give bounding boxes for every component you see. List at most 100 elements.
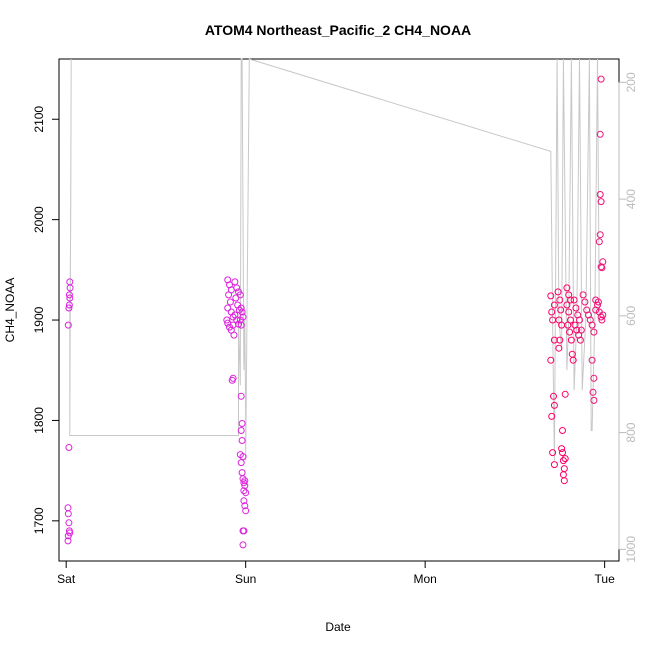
data-point — [550, 401, 558, 409]
x-tick-label: Sat — [57, 572, 76, 586]
data-point — [66, 294, 74, 302]
data-points — [64, 75, 607, 549]
y-tick-label: 1700 — [32, 507, 46, 534]
data-point — [559, 457, 567, 465]
data-point — [226, 298, 234, 306]
data-point — [559, 449, 566, 457]
data-point — [230, 331, 238, 339]
data-point — [237, 427, 245, 434]
data-point — [588, 356, 596, 364]
data-point — [564, 321, 572, 329]
x-tick-label: Tue — [595, 572, 616, 586]
data-point — [547, 356, 555, 364]
data-point — [66, 529, 74, 537]
y2-axis: 200 400 600 800 1000 — [618, 72, 638, 563]
data-point — [65, 301, 73, 309]
x-tick-label: Sun — [235, 572, 256, 586]
data-point — [577, 326, 585, 334]
data-point — [597, 75, 605, 83]
data-point — [597, 263, 605, 271]
data-point — [568, 350, 576, 358]
y2-tick-label: 1000 — [624, 536, 638, 563]
data-point — [241, 477, 249, 485]
data-point — [241, 482, 249, 490]
y-axis-label: CH4_NOAA — [3, 278, 17, 343]
y-tick-label: 2000 — [32, 206, 46, 233]
y2-tick-label: 600 — [624, 306, 638, 326]
data-point — [560, 477, 568, 485]
data-point — [581, 298, 589, 306]
data-point — [240, 497, 248, 505]
data-point — [236, 316, 244, 324]
data-point — [238, 420, 246, 427]
data-point — [599, 311, 607, 319]
data-point — [565, 308, 573, 316]
data-point — [555, 344, 563, 352]
data-point — [598, 316, 606, 324]
data-point — [64, 510, 72, 518]
data-point — [229, 374, 237, 382]
data-point — [64, 537, 72, 545]
data-point — [590, 374, 598, 382]
data-point — [596, 130, 604, 138]
data-point — [65, 304, 73, 312]
data-point — [236, 291, 244, 299]
data-point — [239, 475, 247, 483]
data-point — [572, 304, 580, 312]
data-point — [566, 328, 574, 336]
data-point — [561, 390, 569, 398]
data-point — [569, 356, 577, 364]
data-point — [65, 519, 73, 527]
data-point — [225, 291, 233, 299]
data-point — [550, 392, 557, 400]
data-point — [237, 304, 245, 312]
y-tick-label: 1800 — [32, 407, 46, 434]
data-point — [559, 471, 567, 479]
data-point — [598, 264, 606, 272]
data-point — [595, 238, 603, 246]
data-point — [560, 465, 568, 473]
data-point — [223, 316, 231, 324]
data-point — [596, 231, 604, 239]
connecting-line — [69, 58, 600, 461]
data-point — [579, 291, 587, 299]
data-point — [563, 284, 571, 292]
plot-frame — [58, 58, 620, 562]
data-point — [238, 308, 246, 316]
data-point — [558, 445, 566, 453]
data-point — [550, 461, 558, 469]
data-point — [548, 412, 556, 420]
data-point — [64, 504, 72, 512]
y2-tick-label: 200 — [624, 72, 638, 92]
data-point — [576, 336, 584, 344]
data-point — [238, 469, 246, 477]
data-point — [550, 336, 558, 344]
x-axis: Sat Sun Mon Tue — [57, 560, 616, 586]
data-point — [237, 459, 245, 467]
data-point — [231, 278, 239, 286]
data-point — [590, 396, 598, 404]
data-point — [238, 437, 246, 444]
data-point — [66, 284, 74, 292]
y2-tick-label: 800 — [624, 422, 638, 442]
y-axis: 1700 1800 1900 2000 2100 — [32, 106, 60, 534]
line-path — [69, 58, 600, 461]
data-point — [596, 191, 604, 198]
data-point — [588, 321, 596, 329]
data-point — [570, 296, 578, 304]
x-axis-label: Date — [325, 620, 351, 634]
data-point — [233, 316, 241, 324]
data-point — [240, 487, 248, 495]
data-point — [548, 308, 556, 316]
y2-tick-label: 400 — [624, 189, 638, 209]
y-tick-label: 2100 — [32, 106, 46, 133]
data-point — [242, 507, 250, 515]
data-point — [556, 296, 564, 304]
data-point — [65, 444, 73, 451]
data-point — [233, 284, 241, 292]
data-point — [576, 316, 583, 324]
data-point — [590, 328, 598, 336]
data-point — [554, 288, 562, 296]
data-point — [239, 541, 247, 549]
data-point — [549, 449, 557, 457]
